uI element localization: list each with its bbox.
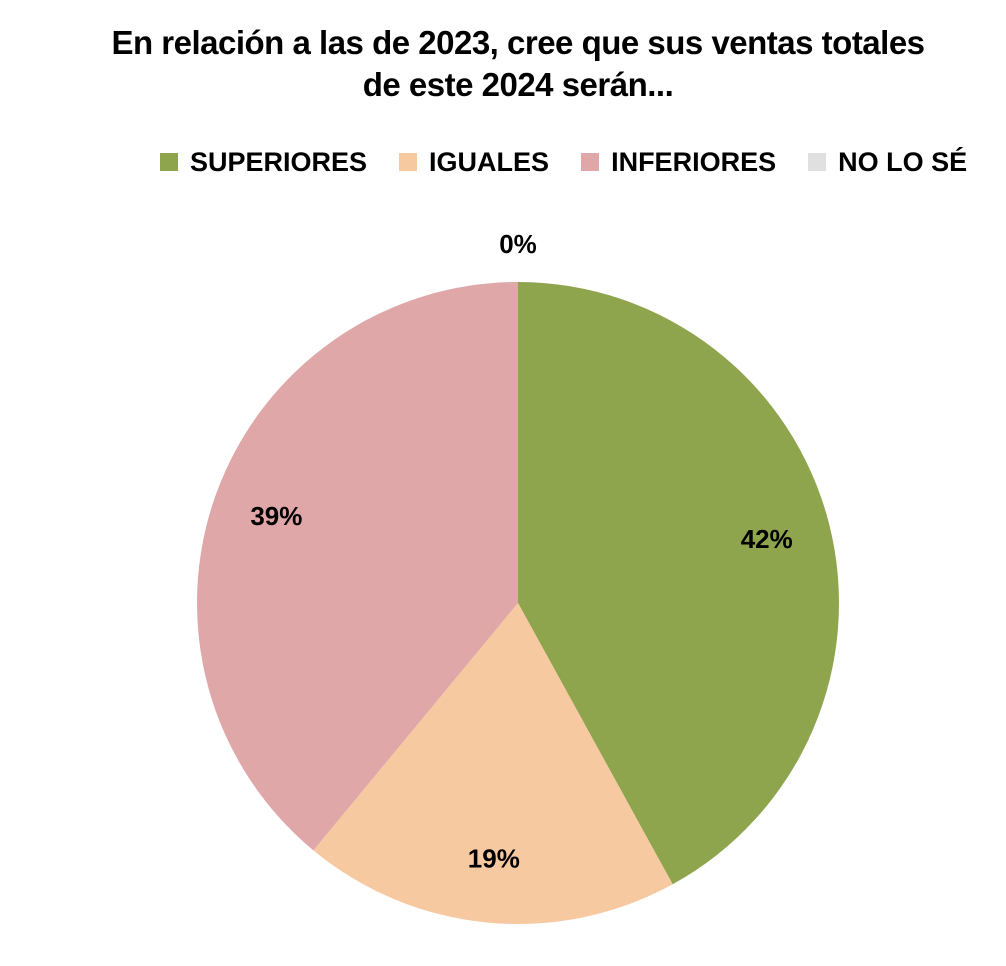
legend-label-inferiores: INFERIORES (611, 146, 777, 177)
legend-label-iguales: IGUALES (429, 146, 550, 177)
pie-slice-inferiores (196, 282, 518, 851)
data-label-iguales: 19% (468, 844, 520, 874)
legend-swatch-superiores (160, 153, 178, 171)
legend-label-superiores: SUPERIORES (190, 146, 368, 177)
chart-title-line-2: de este 2024 serán... (362, 66, 674, 103)
chart-title-line-1: En relación a las de 2023, cree que sus … (111, 24, 925, 61)
legend-label-no-lo-se: NO LO SÉ (838, 146, 968, 177)
chart-legend: SUPERIORES IGUALES INFERIORES NO LO SÉ (160, 140, 967, 184)
legend-item-iguales: IGUALES (399, 147, 549, 178)
legend-item-superiores: SUPERIORES (160, 147, 367, 178)
legend-swatch-iguales (399, 153, 418, 171)
legend-swatch-no-lo-se (808, 153, 827, 171)
legend-item-no-lo-se: NO LO SÉ (808, 147, 967, 178)
legend-swatch-inferiores (581, 153, 600, 171)
pie-slice-iguales (313, 603, 673, 924)
legend-item-inferiores: INFERIORES (581, 147, 776, 178)
pie-slice-superiores (518, 282, 840, 885)
chart-title: En relación a las de 2023, cree que sus … (0, 22, 1006, 106)
data-label-superiores: 42% (741, 524, 793, 554)
data-label-no-lo-se: 0% (499, 229, 537, 259)
data-label-inferiores: 39% (250, 501, 302, 531)
